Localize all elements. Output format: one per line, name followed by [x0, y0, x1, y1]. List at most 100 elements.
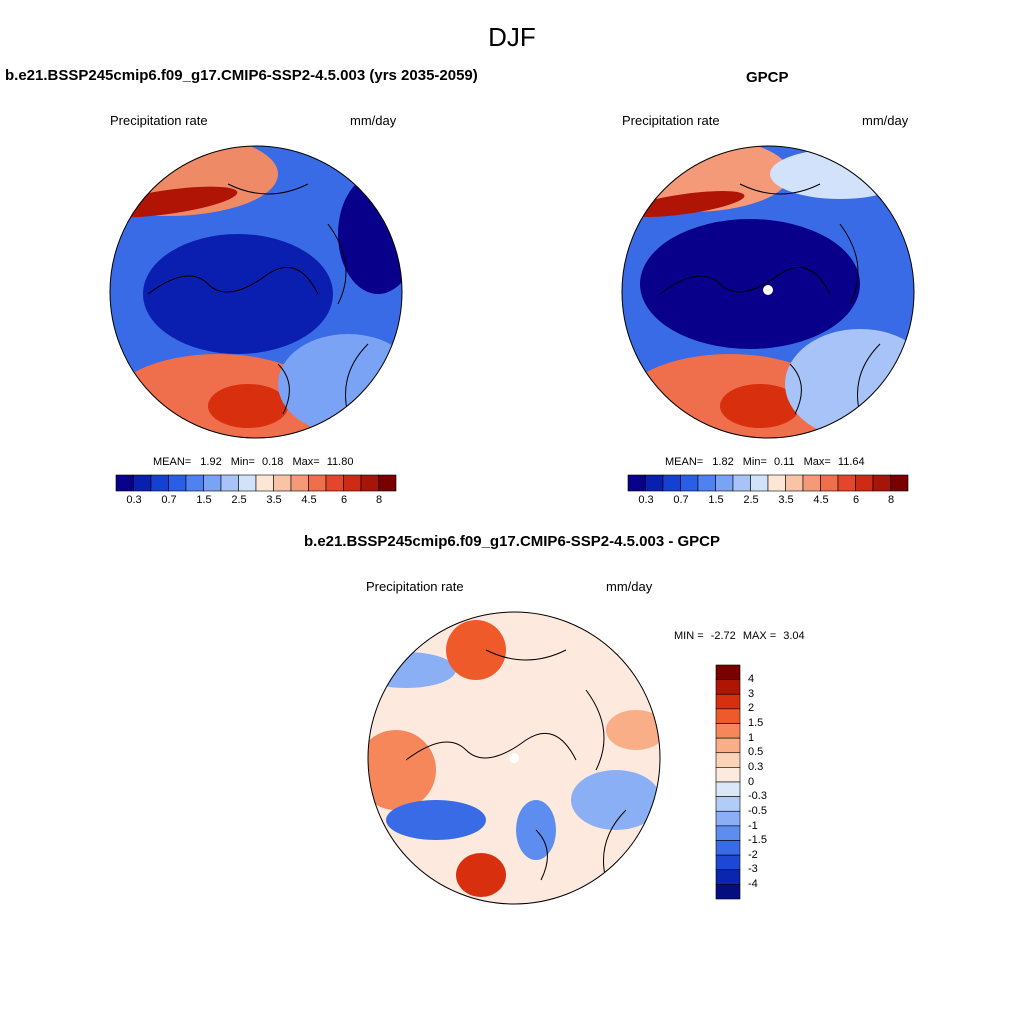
- obs-coastlines: [659, 183, 881, 415]
- model-coastlines: [147, 183, 369, 415]
- diff-region-atlantic-positive: [456, 853, 506, 897]
- colorbar-swatch: [820, 474, 839, 492]
- model-max-value: 11.80: [326, 456, 354, 468]
- colorbar-swatch: [115, 474, 134, 492]
- obs-colorbar-tick: 0.3: [638, 494, 654, 506]
- obs-mean-value: 1.82: [712, 456, 734, 468]
- colorbar-swatch: [343, 474, 362, 492]
- obs-colorbar: [627, 474, 909, 492]
- model-units-label: mm/day: [350, 113, 397, 128]
- diff-colorbar-tick: -3: [748, 863, 758, 875]
- colorbar-swatch: [890, 474, 909, 492]
- model-colorbar: [115, 474, 397, 492]
- colorbar-swatch: [715, 752, 741, 768]
- diff-region-pacific-positive: [446, 620, 506, 680]
- obs-panel-title: GPCP: [746, 69, 789, 86]
- diff-colorbar: [715, 664, 741, 900]
- model-stats: MEAN= 1.92 Min= 0.18 Max= 11.80: [153, 456, 353, 468]
- diff-colorbar-tick: 1: [748, 732, 755, 744]
- obs-colorbar-tick: 3.5: [778, 494, 794, 506]
- obs-colorbar-tick: 1.5: [708, 494, 724, 506]
- colorbar-swatch: [185, 474, 204, 492]
- colorbar-swatch: [732, 474, 751, 492]
- obs-map-border: [621, 145, 915, 439]
- diff-map-border: [367, 611, 661, 905]
- model-region-east-dry: [338, 174, 402, 294]
- diff-region-ne-positive: [606, 710, 660, 750]
- colorbar-swatch: [715, 884, 741, 900]
- diff-colorbar-tick: 0.3: [748, 761, 764, 773]
- model-colorbar-tick: 6: [340, 494, 348, 506]
- colorbar-swatch: [378, 474, 397, 492]
- colorbar-swatch: [785, 474, 804, 492]
- model-polar-map: [109, 145, 403, 439]
- model-colorbar-tick: 8: [375, 494, 383, 506]
- diff-region-east-negative: [571, 770, 660, 830]
- diff-max-value: 3.04: [783, 630, 805, 642]
- obs-colorbar-tick: 8: [887, 494, 895, 506]
- obs-mean-label: MEAN=: [665, 456, 704, 468]
- obs-polar-map: [621, 145, 915, 439]
- colorbar-swatch: [855, 474, 874, 492]
- colorbar-swatch: [273, 474, 292, 492]
- diff-units-label: mm/day: [606, 579, 653, 594]
- model-colorbar-tick: 3.5: [266, 494, 282, 506]
- colorbar-swatch: [715, 825, 741, 841]
- model-colorbar-tick: 0.3: [126, 494, 142, 506]
- colorbar-swatch: [715, 869, 741, 885]
- colorbar-swatch: [715, 854, 741, 871]
- diff-min-label: MIN =: [674, 630, 704, 642]
- model-max-label: Max=: [292, 456, 320, 468]
- obs-region-arctic-dry: [640, 219, 860, 349]
- model-panel-title: b.e21.BSSP245cmip6.f09_g17.CMIP6-SSP2-4.…: [5, 67, 478, 84]
- colorbar-swatch: [715, 767, 741, 783]
- colorbar-swatch: [715, 840, 741, 856]
- diff-region-nw-negative: [368, 652, 456, 688]
- model-region-arctic-dry: [143, 234, 333, 354]
- colorbar-swatch: [290, 474, 309, 492]
- colorbar-swatch: [680, 474, 699, 492]
- colorbar-swatch: [715, 664, 741, 680]
- diff-pole-hole: [509, 753, 519, 763]
- colorbar-swatch: [220, 474, 239, 492]
- colorbar-swatch: [150, 474, 169, 492]
- obs-max-value: 11.64: [837, 456, 865, 468]
- colorbar-swatch: [203, 474, 222, 492]
- obs-min-value: 0.11: [773, 456, 795, 468]
- obs-colorbar-tick: 6: [852, 494, 860, 506]
- colorbar-swatch: [662, 474, 681, 492]
- colorbar-swatch: [715, 781, 741, 797]
- figure-title: DJF: [488, 22, 536, 52]
- colorbar-swatch: [360, 474, 379, 492]
- obs-max-label: Max=: [803, 456, 831, 468]
- diff-stats: MIN = -2.72 MAX = 3.04: [674, 630, 805, 642]
- colorbar-swatch: [645, 474, 664, 492]
- colorbar-swatch: [715, 737, 741, 754]
- colorbar-swatch: [802, 474, 821, 492]
- model-colorbar-tick: 1.5: [196, 494, 212, 506]
- model-colorbar-tick: 2.5: [231, 494, 247, 506]
- diff-coastlines: [405, 649, 627, 881]
- colorbar-swatch: [255, 474, 274, 492]
- diff-colorbar-tick: 4: [748, 673, 755, 685]
- colorbar-swatch: [715, 679, 741, 695]
- colorbar-swatch: [715, 723, 741, 739]
- diff-colorbar-tick: 0: [748, 776, 755, 788]
- colorbar-swatch: [715, 796, 741, 812]
- obs-colorbar-tick: 0.7: [673, 494, 689, 506]
- colorbar-swatch: [308, 474, 327, 492]
- diff-polar-map: [367, 611, 661, 905]
- obs-units-label: mm/day: [862, 113, 909, 128]
- diff-colorbar-tick: 3: [748, 688, 755, 700]
- model-min-label: Min=: [230, 456, 255, 468]
- obs-region-north-pacific: [770, 149, 910, 199]
- obs-variable-label: Precipitation rate: [622, 113, 720, 128]
- obs-stats: MEAN= 1.82 Min= 0.11 Max= 11.64: [665, 456, 865, 468]
- colorbar-swatch: [627, 474, 646, 492]
- obs-colorbar-ticks: 0.3 0.7 1.5 2.5 3.5 4.5 6 8: [628, 494, 908, 508]
- colorbar-swatch: [325, 474, 344, 492]
- diff-max-label: MAX =: [742, 630, 777, 642]
- obs-colorbar-tick: 4.5: [813, 494, 829, 506]
- diff-colorbar-tick: 2: [748, 702, 755, 714]
- model-colorbar-tick: 0.7: [161, 494, 177, 506]
